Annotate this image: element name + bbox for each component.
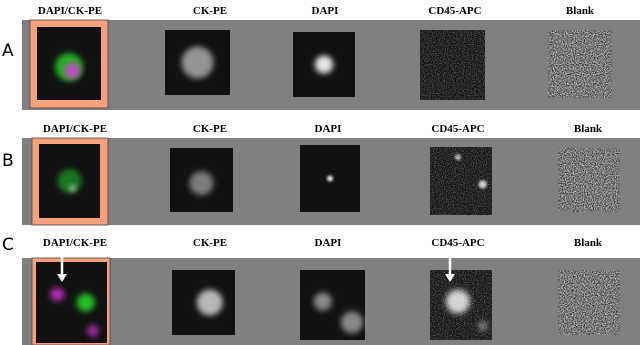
cell (315, 55, 333, 74)
column-label: CK-PE (193, 123, 227, 135)
column-label: CD45-APC (428, 5, 481, 17)
arrow-head (57, 274, 67, 282)
column-label: Blank (566, 5, 595, 17)
arrow-head (445, 274, 455, 282)
cell (478, 180, 487, 189)
column-label: CK-PE (193, 5, 227, 17)
cell (445, 289, 470, 314)
noise (420, 30, 485, 100)
cell (327, 175, 333, 182)
cell (76, 293, 95, 312)
column-label: CK-PE (193, 237, 227, 249)
noise (558, 270, 620, 335)
column-label: CD45-APC (431, 123, 484, 135)
column-label: DAPI (315, 237, 342, 249)
column-label: DAPI (312, 5, 339, 17)
cell (69, 185, 76, 192)
cell (189, 171, 214, 196)
column-label: DAPI/CK-PE (43, 237, 107, 249)
panel-label: A (2, 41, 14, 61)
column-label: DAPI/CK-PE (38, 5, 102, 17)
noise (558, 148, 620, 212)
column-label: DAPI (315, 123, 342, 135)
cell (181, 46, 214, 79)
column-label: Blank (574, 237, 603, 249)
cell (477, 321, 488, 331)
column-label: DAPI/CK-PE (43, 123, 107, 135)
cell (196, 289, 223, 316)
cell (313, 292, 332, 311)
cell (57, 169, 82, 193)
cell (341, 311, 363, 334)
panel-label: B (2, 151, 14, 171)
cell (50, 287, 65, 302)
cell (64, 62, 81, 79)
panel-label: C (2, 235, 14, 255)
column-label: CD45-APC (431, 237, 484, 249)
noise (548, 30, 612, 98)
cell (454, 154, 461, 161)
cell (86, 324, 99, 337)
column-label: Blank (574, 123, 603, 135)
